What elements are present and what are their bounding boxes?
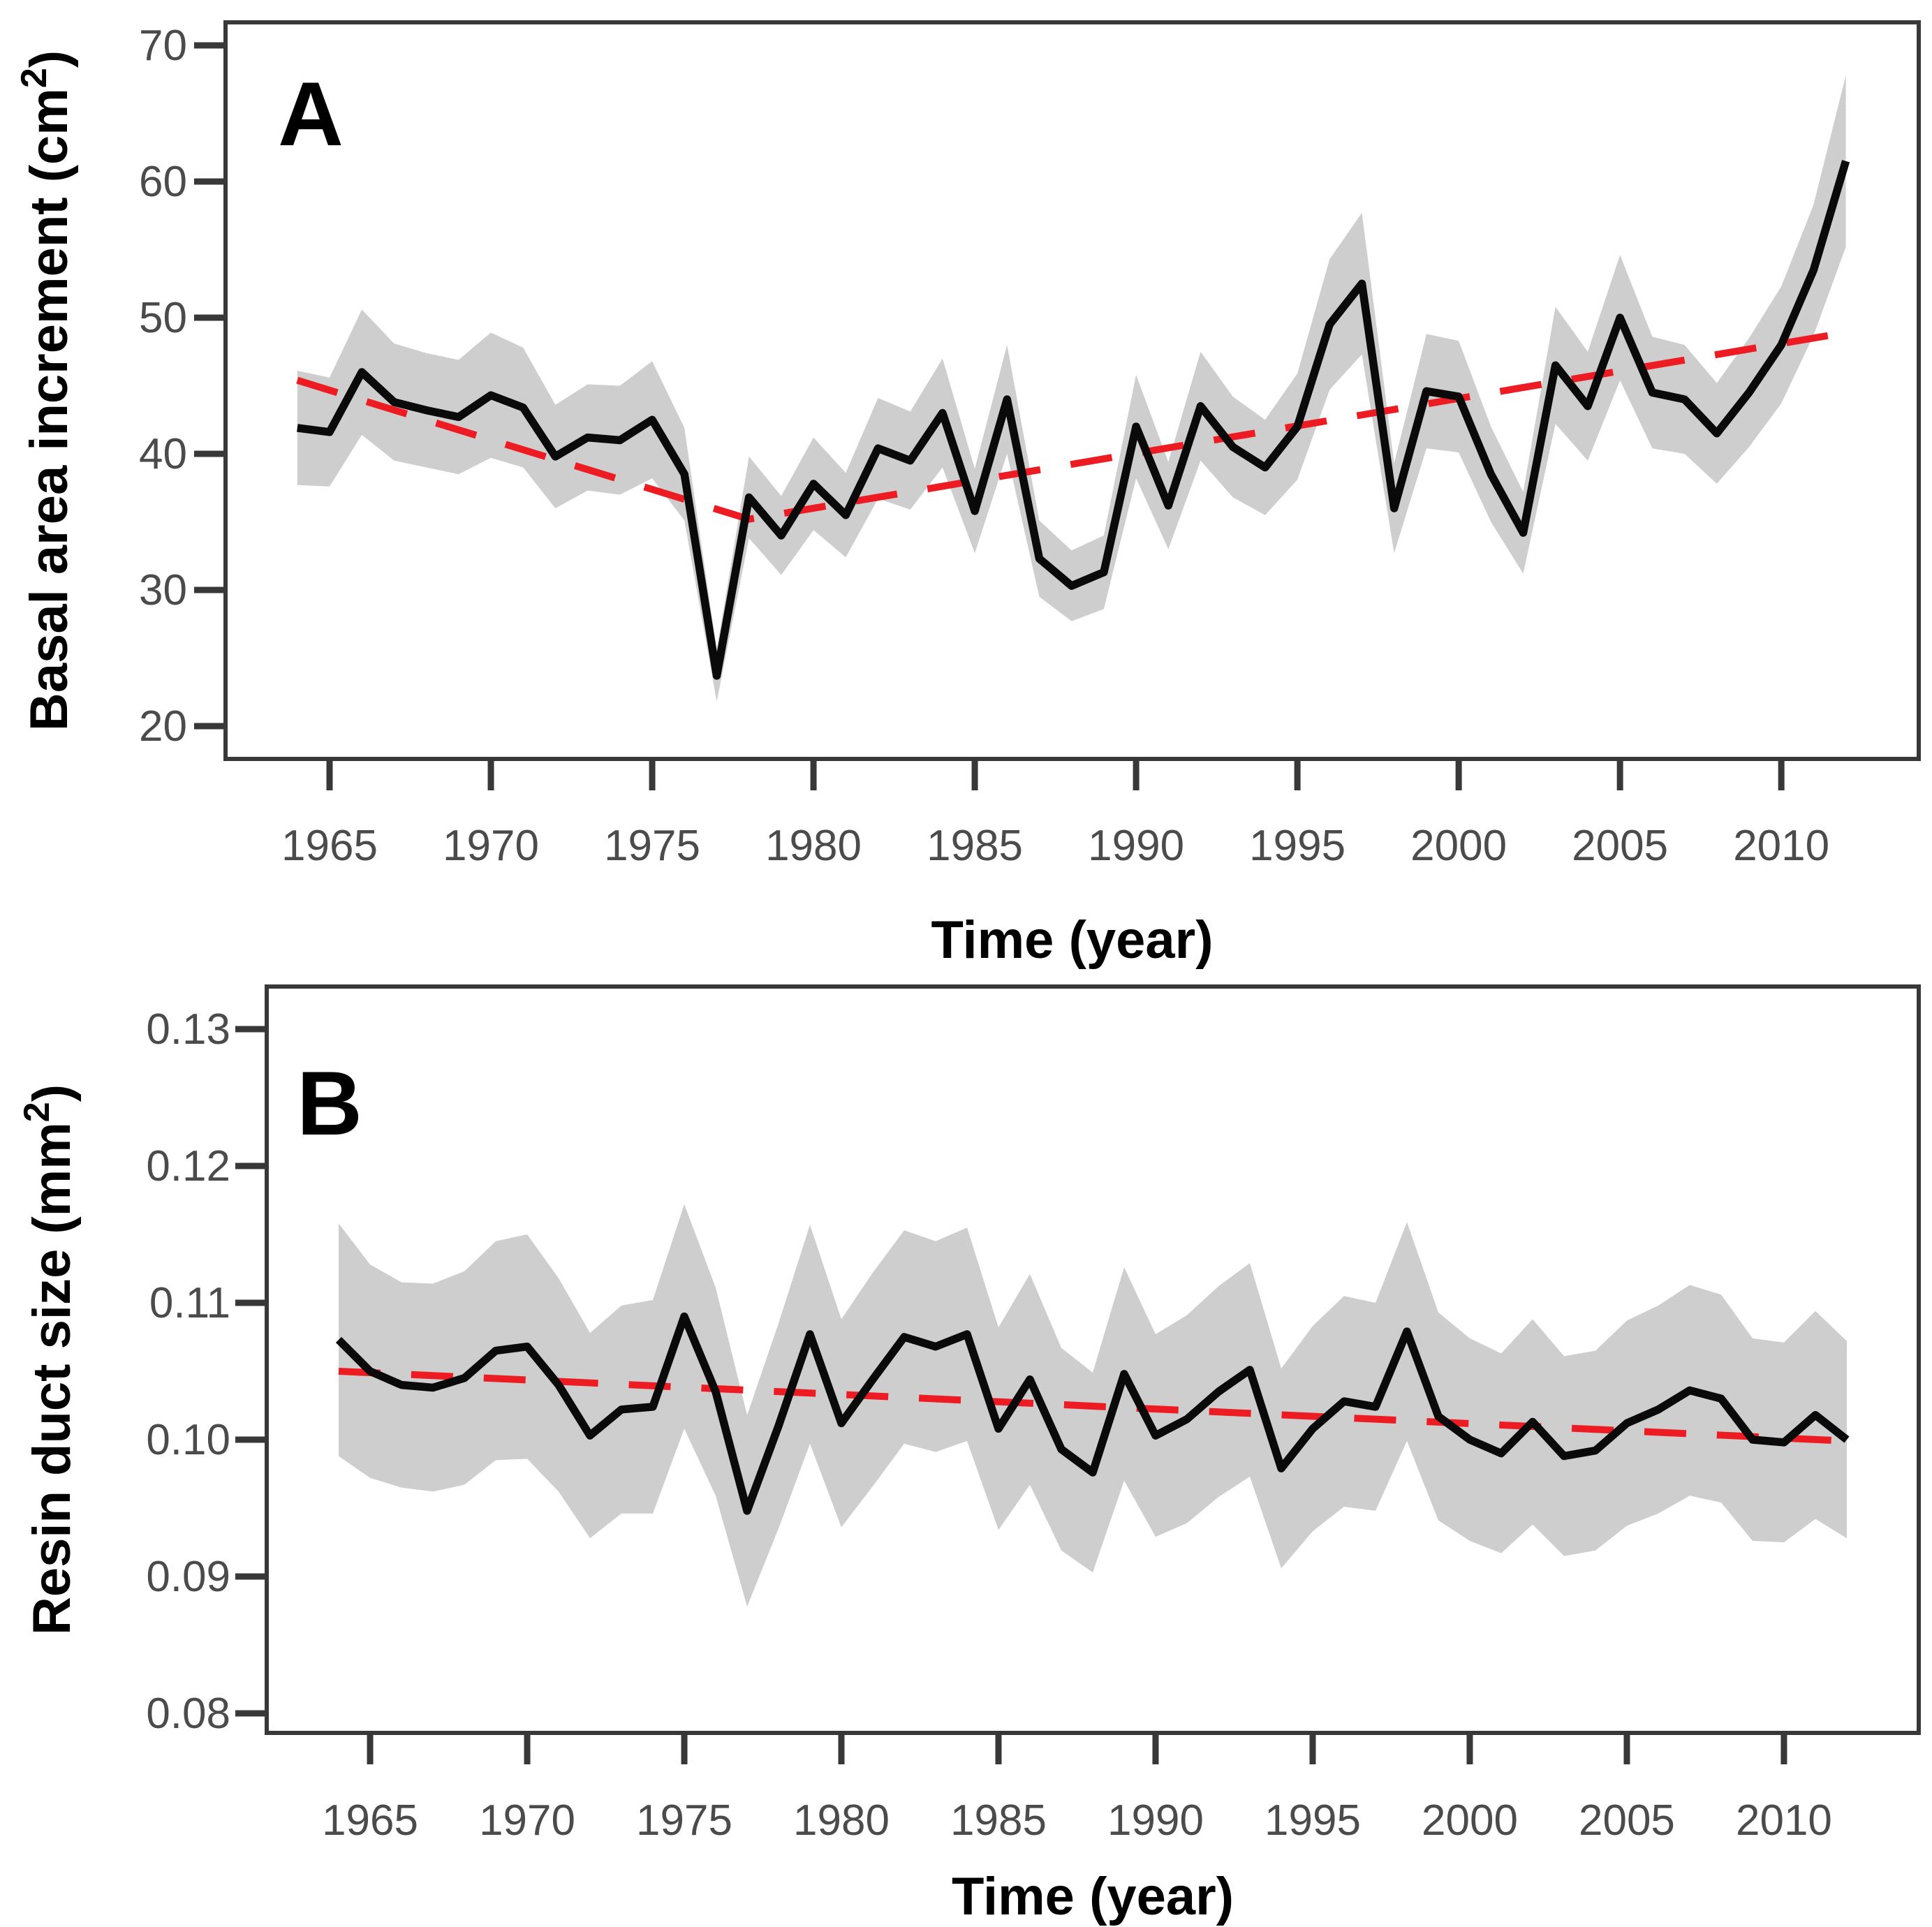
panel-b: 1965 1970 1975 1980 1985 1990 1995 2000 2005 2010…	[17, 984, 1921, 1926]
x-tick-label: 1985	[927, 822, 1023, 870]
x-axis: 1965 1970 1975 1980 1985 1990 1995 2000 2005 2010	[281, 759, 1829, 870]
x-tick-label: 1970	[443, 822, 539, 870]
x-tick-label: 1965	[281, 822, 378, 870]
trend-dashed-line	[338, 1368, 1848, 1445]
y-tick-label: 50	[139, 294, 187, 342]
y-axis-title: Resin duct size (mm2)	[17, 1084, 82, 1635]
y-tick-label: 70	[139, 22, 187, 70]
y-tick-label: 40	[139, 430, 187, 478]
x-tick-label: 1995	[1264, 1796, 1361, 1845]
x-tick-label: 2010	[1736, 1796, 1832, 1845]
y-tick-label: 0.12	[146, 1142, 230, 1190]
x-tick-label: 2005	[1572, 822, 1668, 870]
x-tick-label: 1980	[765, 822, 862, 870]
x-tick-label: 1990	[1088, 822, 1184, 870]
y-tick-label: 60	[139, 158, 187, 206]
x-tick-label: 1975	[604, 822, 700, 870]
y-tick-label: 0.09	[146, 1553, 230, 1601]
x-tick-label: 2005	[1579, 1796, 1675, 1845]
y-axis: 70 60 50 40 30 20	[139, 22, 226, 751]
mean-line	[297, 160, 1850, 680]
plot-box	[265, 984, 1921, 1735]
mean-line	[335, 1312, 1850, 1515]
x-axis-title: Time (year)	[931, 910, 1213, 970]
confidence-band-area	[297, 75, 1846, 702]
y-tick-label: 20	[139, 702, 187, 751]
x-tick-label: 1980	[793, 1796, 890, 1845]
x-tick-label: 2000	[1422, 1796, 1518, 1845]
x-tick-label: 1965	[322, 1796, 418, 1845]
x-axis: 1965 1970 1975 1980 1985 1990 1995 2000 2005 2010	[322, 1733, 1832, 1845]
y-tick-label: 0.11	[149, 1279, 230, 1327]
x-tick-label: 1985	[950, 1796, 1047, 1845]
x-tick-label: 1990	[1107, 1796, 1204, 1845]
x-tick-label: 1975	[636, 1796, 732, 1845]
x-axis-title: Time (year)	[952, 1867, 1234, 1926]
y-axis: 0.13 0.12 0.11 0.10 0.09 0.08	[146, 1005, 267, 1738]
y-tick-label: 0.10	[146, 1416, 230, 1464]
panel-letter: A	[278, 63, 344, 165]
y-tick-label: 0.13	[146, 1005, 230, 1054]
x-tick-label: 2010	[1733, 822, 1829, 870]
plot-box	[223, 20, 1921, 761]
y-tick-label: 30	[139, 566, 187, 614]
x-tick-label: 1970	[479, 1796, 575, 1845]
panel-letter: B	[297, 1052, 362, 1154]
x-tick-label: 2000	[1410, 822, 1507, 870]
y-axis-title: Basal area increment (cm2)	[14, 50, 79, 731]
y-tick-label: 0.08	[146, 1690, 230, 1738]
x-tick-label: 1995	[1249, 822, 1345, 870]
panel-a: 1965 1970 1975 1980 1985 1990 1995 2000 2005 2010…	[14, 20, 1921, 970]
